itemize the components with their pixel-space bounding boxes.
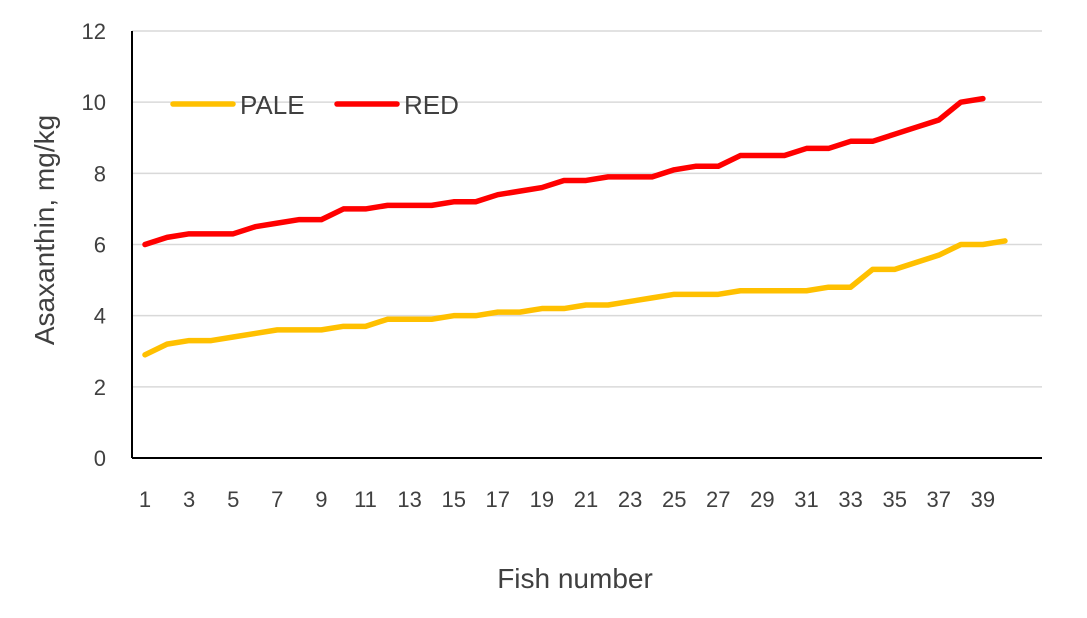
y-tick-label: 12	[82, 19, 106, 44]
gridlines	[132, 30, 1042, 388]
x-tick-label: 13	[397, 487, 421, 512]
x-axis-title: Fish number	[497, 563, 653, 594]
y-tick-label: 10	[82, 90, 106, 115]
x-tick-label: 37	[927, 487, 951, 512]
legend: PALE RED	[170, 90, 459, 120]
x-tick-label: 17	[486, 487, 510, 512]
y-tick-label: 6	[94, 233, 106, 258]
x-tick-label: 5	[227, 487, 239, 512]
x-tick-label: 35	[882, 487, 906, 512]
x-tick-label: 33	[838, 487, 862, 512]
x-tick-label: 7	[271, 487, 283, 512]
x-tick-label: 39	[971, 487, 995, 512]
x-tick-label: 19	[530, 487, 554, 512]
x-tick-label: 29	[750, 487, 774, 512]
x-tick-label: 31	[794, 487, 818, 512]
x-tick-label: 1	[139, 487, 151, 512]
y-tick-label: 0	[94, 446, 106, 471]
series-line-pale	[142, 238, 1008, 358]
y-tick-label: 4	[94, 304, 106, 329]
legend-label-pale: PALE	[240, 90, 305, 120]
y-tick-label: 2	[94, 375, 106, 400]
series-line-red	[142, 95, 986, 248]
x-tick-label: 21	[574, 487, 598, 512]
y-axis-title: Asaxanthin, mg/kg	[29, 115, 60, 345]
x-tick-label: 9	[315, 487, 327, 512]
x-tick-label: 3	[183, 487, 195, 512]
x-tick-label: 11	[354, 487, 377, 512]
x-tick-label: 27	[706, 487, 730, 512]
x-tick-label: 15	[441, 487, 465, 512]
legend-label-red: RED	[404, 90, 459, 120]
x-tick-label: 25	[662, 487, 686, 512]
y-tick-label: 8	[94, 161, 106, 186]
series-lines	[142, 95, 1008, 358]
x-tick-label: 23	[618, 487, 642, 512]
